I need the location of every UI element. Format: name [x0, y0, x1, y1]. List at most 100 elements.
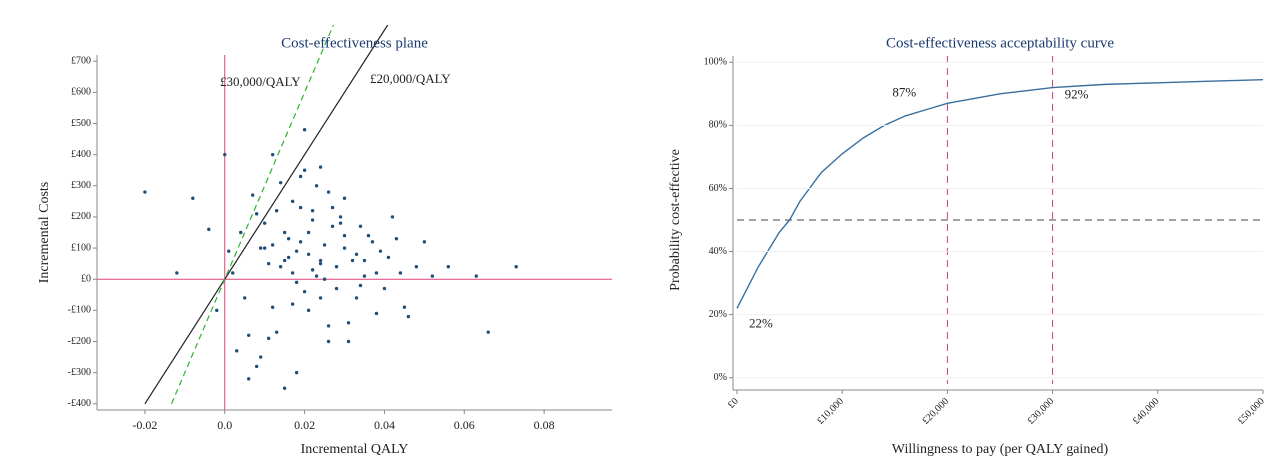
y-tick-label: 0% [714, 372, 727, 383]
y-tick-label: -£100 [68, 305, 91, 316]
chart-title: Cost-effectiveness plane [281, 35, 428, 51]
y-tick-label: £200 [71, 211, 91, 222]
y-tick-label: £500 [71, 118, 91, 129]
point-label: 92% [1065, 87, 1089, 102]
point [302, 128, 307, 132]
point [366, 233, 371, 238]
point [326, 190, 331, 194]
point [326, 339, 331, 344]
point [358, 283, 363, 288]
point [262, 221, 267, 225]
point [298, 174, 303, 179]
point [143, 190, 147, 194]
x-tick-label: 0.04 [374, 418, 395, 432]
point [342, 233, 347, 238]
point [326, 324, 331, 328]
point [318, 258, 323, 263]
x-tick-label: £50,000 [1236, 396, 1267, 427]
point [191, 196, 195, 200]
point [270, 243, 275, 247]
point [370, 240, 375, 244]
point [354, 252, 359, 256]
point [302, 168, 307, 172]
y-tick-label: -£400 [68, 398, 91, 409]
point [266, 336, 271, 341]
point [306, 308, 311, 313]
point [330, 205, 335, 210]
point [294, 249, 299, 253]
y-tick-label: £0 [81, 274, 91, 285]
point [354, 296, 359, 300]
x-tick-label: £30,000 [1026, 396, 1057, 427]
point [514, 265, 518, 269]
point [390, 215, 395, 219]
point [207, 227, 211, 232]
point [270, 152, 275, 157]
point [314, 274, 319, 278]
point [175, 271, 179, 275]
point [414, 265, 419, 269]
point [346, 339, 351, 344]
y-axis-label: Incremental Costs [37, 182, 52, 283]
point [278, 180, 283, 185]
x-tick-label: £0 [726, 396, 741, 411]
threshold-line [170, 25, 335, 405]
point [358, 224, 363, 228]
point [318, 261, 323, 266]
point [330, 224, 335, 228]
y-tick-label: £600 [71, 87, 91, 98]
threshold-label: £30,000/QALY [220, 74, 301, 89]
y-tick-label: 100% [704, 57, 727, 68]
point [254, 364, 259, 369]
point [378, 249, 383, 253]
y-tick-label: -£300 [68, 367, 91, 378]
point [278, 265, 283, 269]
point [243, 296, 247, 300]
point [342, 196, 347, 200]
point [398, 271, 403, 275]
y-tick-label: -£200 [68, 336, 91, 347]
x-tick-label: £20,000 [920, 396, 951, 427]
point [254, 212, 259, 216]
point [386, 255, 391, 260]
point [350, 258, 355, 263]
plot [97, 25, 612, 410]
y-tick-label: 80% [709, 120, 727, 131]
point [374, 311, 379, 316]
point [215, 308, 219, 313]
point [342, 246, 347, 250]
point [374, 271, 379, 275]
y-tick-label: £700 [71, 56, 91, 67]
point [302, 289, 307, 294]
point [282, 386, 287, 390]
y-tick-label: £100 [71, 242, 91, 253]
point [235, 349, 239, 353]
point [247, 377, 251, 381]
point [474, 274, 478, 278]
x-tick-label: £40,000 [1131, 396, 1162, 427]
point [318, 296, 323, 300]
point-label: 22% [749, 315, 773, 330]
x-axis-label: Willingness to pay (per QALY gained) [892, 442, 1109, 457]
point [382, 286, 387, 291]
y-tick-label: 40% [709, 246, 727, 257]
point [266, 261, 271, 266]
point [282, 230, 287, 235]
point [334, 286, 339, 291]
point [290, 302, 295, 306]
x-tick-label: £10,000 [815, 396, 846, 427]
point [294, 370, 299, 375]
point [262, 246, 267, 250]
point [322, 277, 327, 281]
point [286, 255, 291, 260]
point [294, 280, 299, 285]
point [406, 314, 411, 319]
y-tick-label: 20% [709, 309, 727, 320]
y-axis-label: Probability cost-effective [668, 149, 683, 291]
plot [736, 56, 1264, 384]
point [310, 268, 315, 272]
point [298, 240, 303, 244]
point [298, 205, 303, 210]
point [422, 240, 427, 244]
point [306, 252, 311, 256]
